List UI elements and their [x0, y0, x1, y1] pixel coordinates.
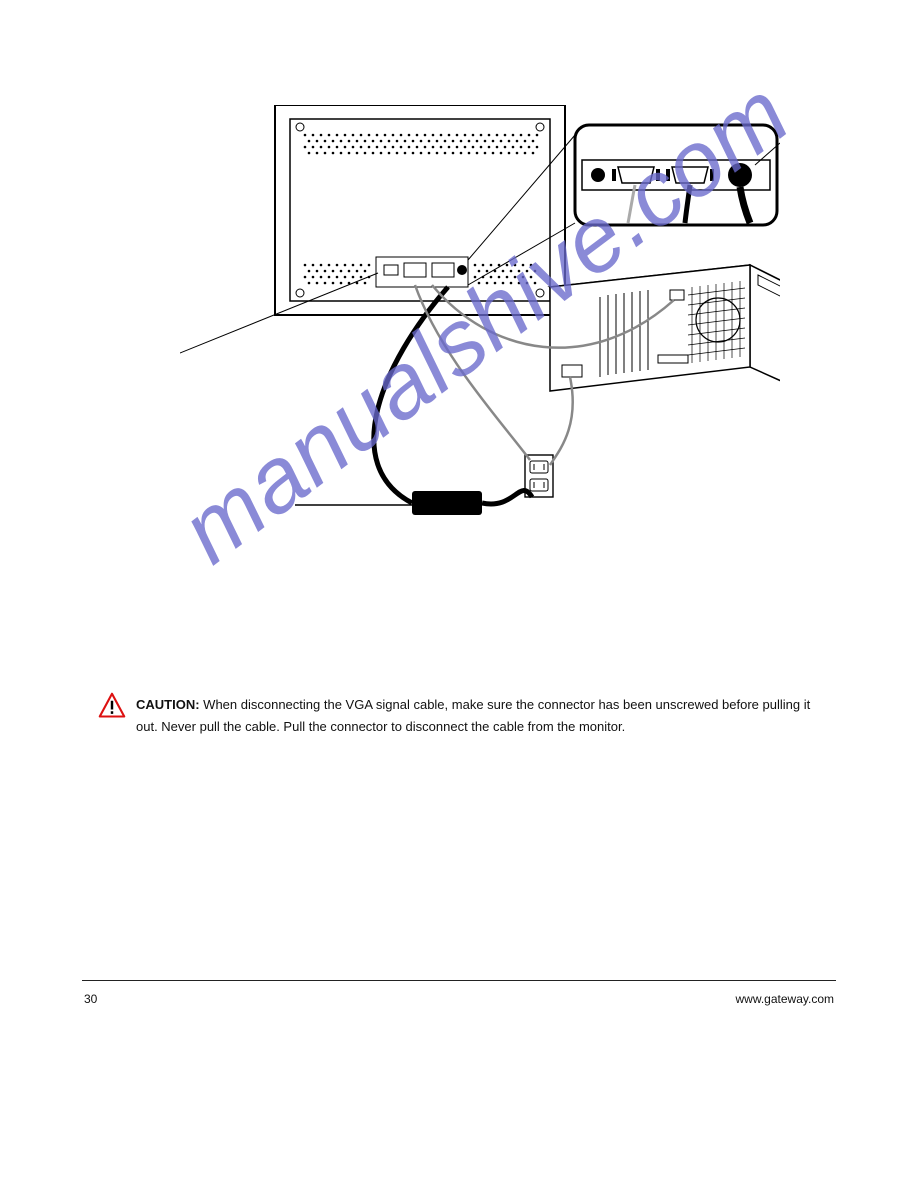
footer-url: www.gateway.com	[736, 992, 834, 1006]
connection-diagram	[180, 105, 780, 535]
monitor-back	[275, 105, 565, 315]
page-number: 30	[84, 992, 97, 1006]
computer-tower	[550, 265, 780, 391]
caution-text: CAUTION: When disconnecting the VGA sign…	[136, 694, 818, 738]
caution-label: CAUTION:	[136, 697, 200, 712]
caution-body: When disconnecting the VGA signal cable,…	[136, 697, 810, 734]
power-brick	[412, 491, 482, 515]
warning-icon	[98, 692, 126, 720]
footer-rule	[82, 980, 836, 981]
diagram-svg	[180, 105, 780, 535]
